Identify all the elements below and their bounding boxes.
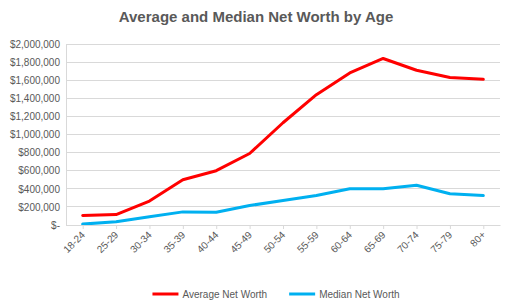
- x-tick-label: 35-39: [161, 229, 187, 255]
- y-tick: $1,000,000: [10, 129, 66, 140]
- x-tick-label: 18-24: [61, 229, 87, 255]
- legend: Average Net Worth Median Net Worth: [152, 289, 399, 300]
- y-tick-label: $1,000,000: [10, 129, 60, 140]
- grid-line: [66, 134, 500, 135]
- grid-line: [66, 152, 500, 153]
- x-tick-mark: [116, 225, 117, 229]
- background: [0, 0, 512, 308]
- x-tick-label: 40-44: [195, 229, 221, 255]
- x-tick-label: 55-59: [295, 229, 321, 255]
- y-tick: $200,000: [18, 202, 66, 213]
- x-tick-mark: [450, 225, 451, 229]
- grid-line: [66, 44, 500, 45]
- y-tick-label: $2,000,000: [10, 39, 60, 50]
- x-tick: 25-29: [95, 225, 121, 255]
- chart: Average and Median Net Worth by Age $- $20…: [0, 0, 512, 308]
- x-tick-mark: [216, 225, 217, 229]
- y-tick: $1,200,000: [10, 111, 66, 122]
- x-tick-mark: [316, 225, 317, 229]
- y-tick: $600,000: [18, 165, 66, 176]
- x-tick-mark: [283, 225, 284, 229]
- y-tick: $1,600,000: [10, 75, 66, 86]
- grid-line: [66, 116, 500, 117]
- y-tick-label: $200,000: [18, 202, 60, 213]
- x-tick-mark: [383, 225, 384, 229]
- y-tick: $1,800,000: [10, 57, 66, 68]
- x-tick-label: 65-69: [362, 229, 388, 255]
- title: Average and Median Net Worth by Age: [119, 8, 394, 25]
- x-tick: 30-34: [128, 225, 154, 255]
- x-tick-label: 45-49: [228, 229, 254, 255]
- x-tick: 50-54: [262, 225, 288, 255]
- x-tick-mark: [350, 225, 351, 229]
- y-tick-label: $1,200,000: [10, 111, 60, 122]
- legend-item: Average Net Worth: [152, 289, 267, 300]
- legend-label: Average Net Worth: [182, 289, 267, 300]
- x-tick-label: 30-34: [128, 229, 154, 255]
- y-tick: $2,000,000: [10, 39, 66, 50]
- legend-swatch: [152, 293, 178, 296]
- x-tick-mark: [183, 225, 184, 229]
- x-tick-label: 60-64: [328, 229, 354, 255]
- y-tick-label: $400,000: [18, 184, 60, 195]
- x-tick: 65-69: [362, 225, 388, 255]
- y-tick-label: $800,000: [18, 147, 60, 158]
- x-tick-label: 50-54: [262, 229, 288, 255]
- series-line: [83, 185, 484, 224]
- x-tick: 75-79: [428, 225, 454, 255]
- grid-line: [66, 80, 500, 81]
- y-axis-line: [66, 45, 67, 226]
- x-tick-label: 70-74: [395, 229, 421, 255]
- y-tick: $800,000: [18, 147, 66, 158]
- x-tick: 55-59: [295, 225, 321, 255]
- x-tick: 60-64: [328, 225, 354, 255]
- y-tick-label: $600,000: [18, 165, 60, 176]
- grid-line: [66, 170, 500, 171]
- x-axis: 18-24 25-29 30-34 35-39 40-44 45-49 50-54 55-59…: [61, 225, 500, 255]
- x-tick-mark: [83, 225, 84, 229]
- x-tick: 18-24: [61, 225, 87, 255]
- x-tick-mark: [250, 225, 251, 229]
- y-tick-label: $1,600,000: [10, 75, 60, 86]
- grid: [66, 44, 500, 225]
- x-tick-mark: [483, 225, 484, 229]
- legend-label: Median Net Worth: [319, 289, 399, 300]
- x-tick: 40-44: [195, 225, 221, 255]
- plot-area: [83, 58, 484, 224]
- legend-item: Median Net Worth: [289, 289, 399, 300]
- y-tick-label: $1,400,000: [10, 93, 60, 104]
- x-tick-label: 80+: [468, 229, 488, 249]
- y-tick: $1,400,000: [10, 93, 66, 104]
- x-tick: 80+: [468, 225, 488, 249]
- y-tick-label: $-: [51, 220, 60, 231]
- x-tick: 70-74: [395, 225, 421, 255]
- grid-line: [66, 98, 500, 99]
- x-tick-mark: [417, 225, 418, 229]
- x-tick-label: 75-79: [428, 229, 454, 255]
- y-tick: $400,000: [18, 184, 66, 195]
- y-tick: $-: [51, 220, 66, 231]
- x-tick-label: 25-29: [95, 229, 121, 255]
- x-tick: 45-49: [228, 225, 254, 255]
- grid-line: [66, 62, 500, 63]
- x-tick-mark: [149, 225, 150, 229]
- y-tick-label: $1,800,000: [10, 57, 60, 68]
- y-axis: $- $200,000 $400,000 $600,000 $800,000 $1,000…: [10, 39, 67, 231]
- legend-swatch: [289, 293, 315, 296]
- x-tick: 35-39: [161, 225, 187, 255]
- series-line: [83, 58, 484, 215]
